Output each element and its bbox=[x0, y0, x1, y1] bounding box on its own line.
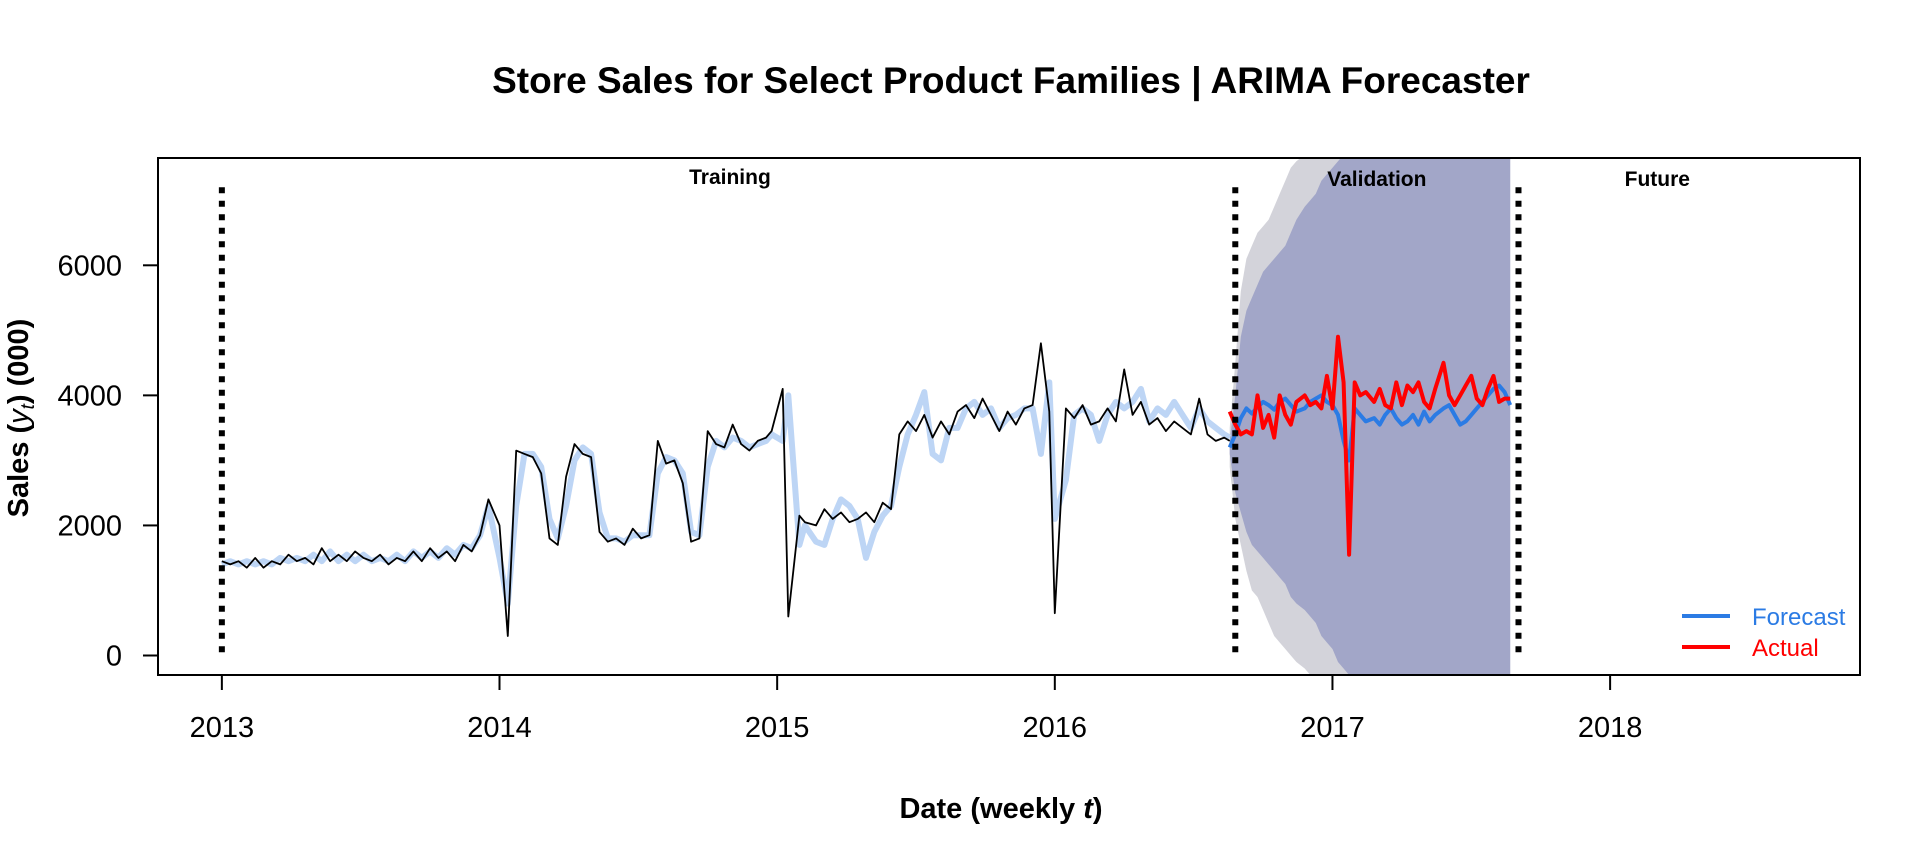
legend-label-actual: Actual bbox=[1752, 635, 1819, 662]
series-line-fitted bbox=[220, 379, 1232, 607]
series-line-actual-training bbox=[221, 342, 1231, 637]
x-tick-label: 2013 bbox=[190, 712, 255, 744]
region-label-validation: Validation bbox=[1327, 168, 1426, 191]
y-tick-label: 6000 bbox=[57, 250, 122, 282]
series-line-forecast bbox=[1227, 383, 1513, 463]
chart-title: Store Sales for Select Product Families … bbox=[492, 60, 1530, 102]
legend: Forecast Actual bbox=[1682, 604, 1846, 662]
y-tick-label: 0 bbox=[106, 640, 122, 672]
x-tick-label: 2017 bbox=[1300, 712, 1365, 744]
region-label-future: Future bbox=[1625, 168, 1690, 191]
confidence-band-inner bbox=[1229, 158, 1511, 675]
y-tick-label: 4000 bbox=[57, 380, 122, 412]
x-tick-label: 2015 bbox=[745, 712, 810, 744]
region-dividers bbox=[218, 187, 1522, 656]
x-axis-title: Date (weekly t) bbox=[899, 793, 1102, 825]
x-tick-label: 2018 bbox=[1578, 712, 1643, 744]
y-axis: 0 2000 4000 6000 bbox=[57, 250, 158, 672]
y-tick-label: 2000 bbox=[57, 510, 122, 542]
region-label-training: Training bbox=[689, 166, 771, 189]
legend-label-forecast: Forecast bbox=[1752, 604, 1846, 631]
y-axis-title: Sales (yt) (000) bbox=[3, 319, 39, 518]
x-tick-label: 2014 bbox=[467, 712, 532, 744]
plot-area bbox=[220, 158, 1513, 675]
x-axis: 2013 2014 2015 2016 2017 2018 bbox=[190, 674, 1643, 744]
region-labels: Training Validation Future bbox=[689, 166, 1690, 191]
series-line-actual bbox=[1227, 334, 1511, 557]
x-tick-label: 2016 bbox=[1023, 712, 1088, 744]
